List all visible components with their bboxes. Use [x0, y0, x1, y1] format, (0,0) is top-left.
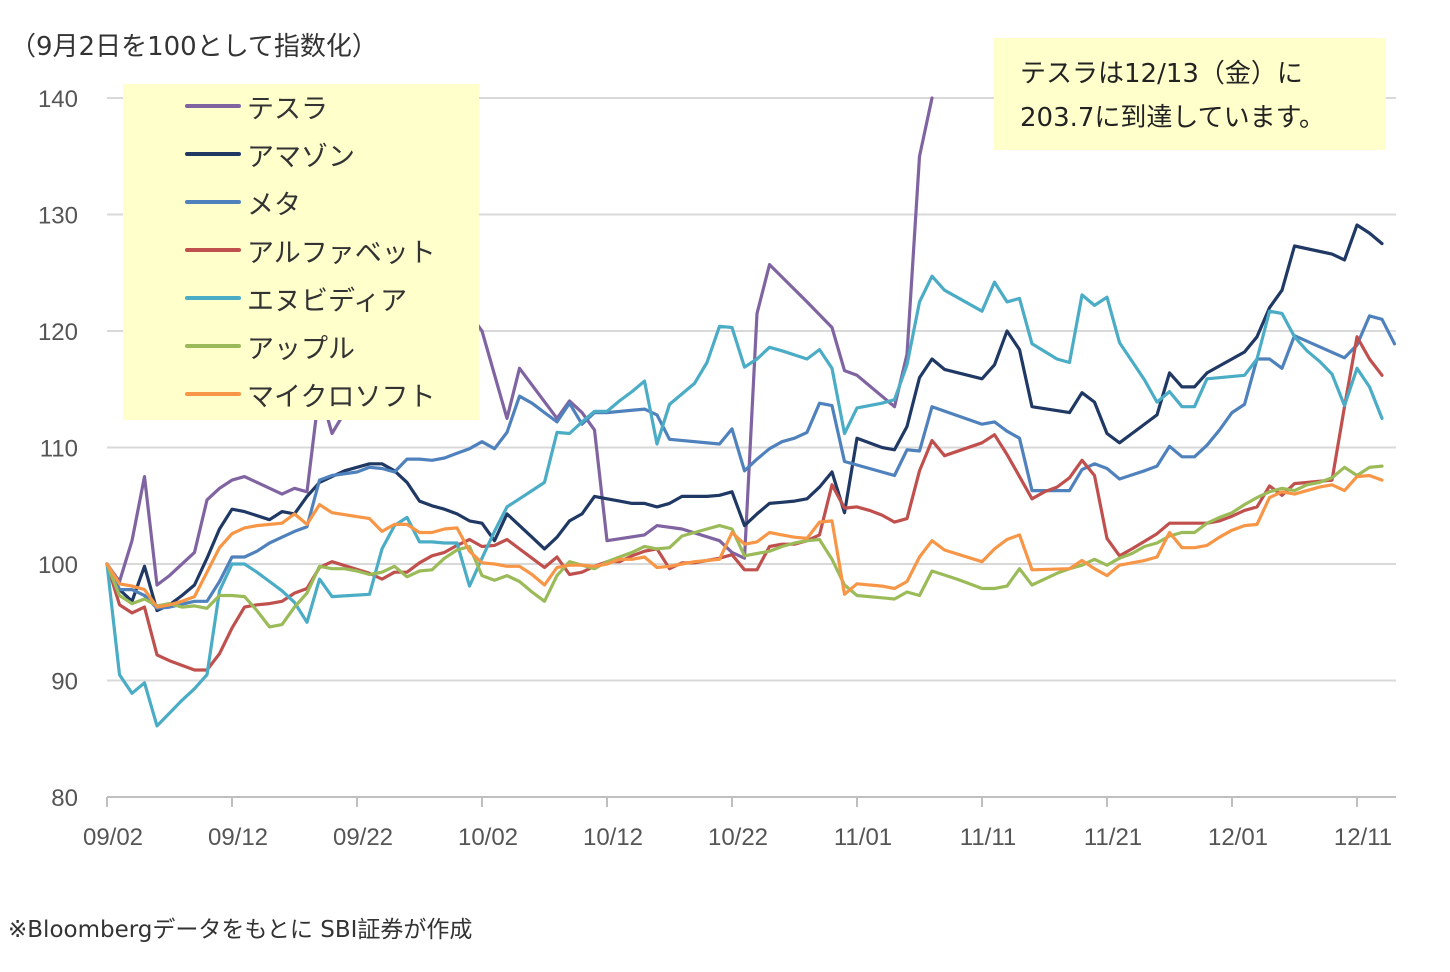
legend-swatch: [185, 152, 241, 156]
y-tick-label: 90: [51, 669, 78, 696]
x-tick-label: 11/11: [960, 824, 1017, 851]
legend-label: アルファベット: [247, 237, 436, 269]
legend-item: アップル: [185, 326, 355, 366]
y-tick-label: 140: [38, 86, 78, 113]
series-line-1: [105, 223, 1384, 613]
series-line-0: [105, 96, 934, 587]
series-line-4: [105, 274, 1384, 728]
legend-swatch: [185, 392, 241, 396]
x-tick-label: 11/21: [1084, 824, 1142, 851]
legend-item: メタ: [185, 182, 301, 222]
y-axis-unit-label: （9月2日を100として指数化）: [10, 32, 378, 62]
x-tick-label: 10/12: [583, 824, 643, 851]
y-tick-label: 120: [38, 319, 78, 346]
legend-swatch: [185, 248, 241, 252]
x-tick-label: 10/22: [708, 824, 768, 851]
legend-item: アルファベット: [185, 230, 436, 270]
legend-label: メタ: [247, 189, 301, 221]
legend-swatch: [185, 104, 241, 108]
legend: テスラアマゾンメタアルファベット エヌビディア アップルマイクロソフト: [123, 84, 479, 420]
x-tick-label: 09/22: [333, 824, 393, 851]
legend-label: テスラ: [247, 93, 328, 125]
y-tick-label: 110: [40, 436, 78, 463]
x-tick-label: 12/01: [1208, 824, 1268, 851]
series-line-3: [105, 335, 1384, 672]
annotation-line-2: 203.7に到達しています。: [1020, 103, 1326, 133]
legend-label: マイクロソフト: [247, 381, 436, 413]
axes: 80 90 100 110 120 130 140 09/02 09/12 09/22 10/02 1…: [38, 86, 1396, 851]
tesla-annotation-box: テスラは12/13（金）に 203.7に到達しています。: [994, 38, 1386, 150]
x-tick-label: 10/02: [458, 824, 518, 851]
legend-item: アマゾン: [185, 134, 355, 174]
series-line-6: [105, 473, 1384, 609]
x-tick-label: 11/01: [834, 824, 892, 851]
legend-swatch: [185, 344, 241, 348]
annotation-line-1: テスラは12/13（金）に: [1020, 59, 1303, 89]
x-tick-label: 12/11: [1334, 824, 1392, 851]
y-tick-label: 80: [51, 785, 78, 812]
source-note: ※Bloombergデータをもとに SBI証券が作成: [8, 917, 473, 943]
y-tick-label: 130: [38, 203, 78, 230]
x-tick-label: 09/12: [208, 824, 268, 851]
legend-item: テスラ: [185, 86, 328, 126]
legend-swatch: [185, 200, 241, 204]
legend-swatch: [185, 296, 241, 300]
series-line-5: [105, 464, 1384, 629]
legend-label: アマゾン: [247, 141, 355, 173]
series-line-2: [105, 314, 1397, 610]
legend-label: エヌビディア: [247, 285, 408, 317]
y-tick-label: 100: [38, 552, 78, 579]
x-tick-label: 09/02: [83, 824, 143, 851]
series-layer: [105, 96, 1397, 728]
legend-item: マイクロソフト: [185, 374, 435, 414]
legend-item: エヌビディア: [185, 278, 407, 318]
legend-label: アップル: [247, 333, 355, 365]
